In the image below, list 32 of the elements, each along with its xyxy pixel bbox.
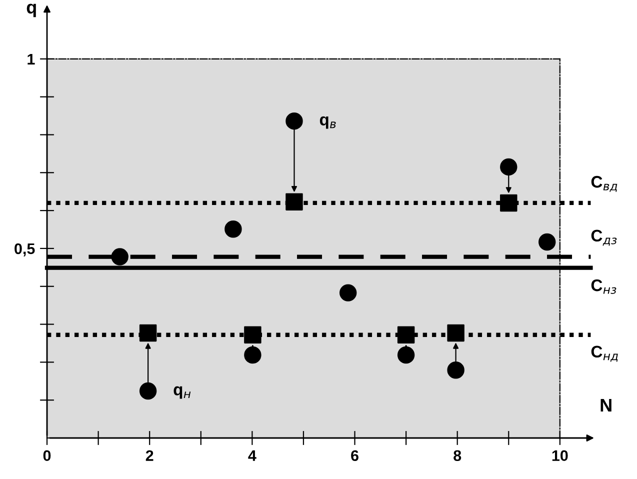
ref-line-label: С$_{нд}$ (591, 346, 618, 362)
x-tick-label: 2 (146, 450, 154, 461)
point (111, 248, 128, 266)
point (224, 220, 242, 238)
point (139, 382, 157, 400)
annotation: q$_{н}$ (174, 386, 191, 399)
y-axis-title: q (26, 4, 36, 18)
point (397, 346, 415, 364)
ref-line-label: С$_{нз}$ (591, 279, 616, 294)
point (139, 324, 157, 342)
annotation: q$_{в}$ (320, 116, 336, 129)
x-tick-label: 8 (454, 450, 462, 462)
point (286, 193, 303, 210)
x-tick-label: 6 (351, 450, 358, 462)
x-axis-title: N (600, 399, 612, 412)
point (397, 326, 415, 344)
y-tick-label: 0,5 (14, 243, 35, 256)
point (339, 284, 357, 302)
point (500, 158, 518, 176)
point (538, 233, 556, 251)
x-tick-label: 10 (552, 450, 568, 462)
x-tick-label: 4 (248, 450, 256, 461)
point (244, 326, 262, 344)
point (500, 194, 518, 212)
ref-line-label: С$_{дз}$ (591, 230, 617, 246)
y-tick-label: 1 (28, 54, 35, 64)
point (447, 324, 464, 342)
point (286, 112, 303, 130)
point (244, 346, 262, 364)
point (447, 362, 464, 379)
x-tick-label: 0 (43, 450, 51, 462)
ref-line-label: С$_{вд}$ (591, 176, 618, 192)
